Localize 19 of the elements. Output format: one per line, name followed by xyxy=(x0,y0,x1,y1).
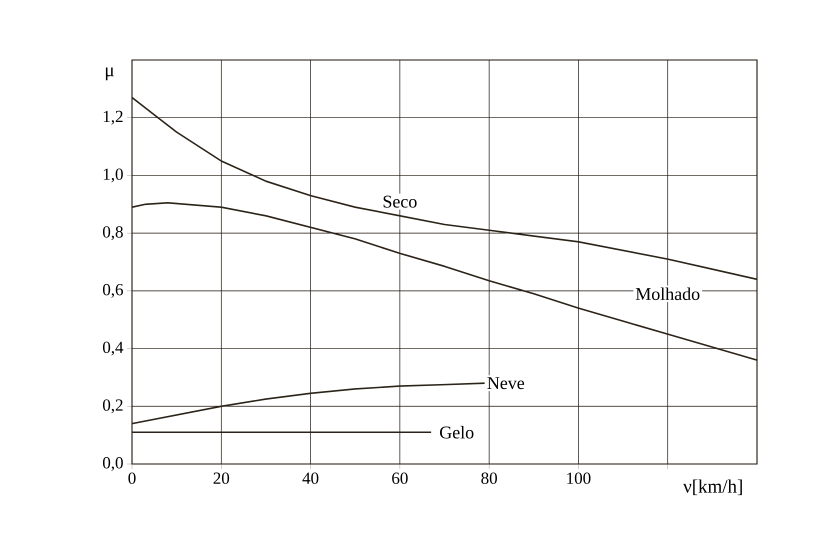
y-tick-label: 1,2 xyxy=(104,110,123,125)
x-tick-label: 20 xyxy=(214,472,230,484)
y-tick-label: 1,0 xyxy=(104,168,123,182)
series-label: Molhado xyxy=(636,287,700,300)
x-tick-label: 80 xyxy=(481,472,497,484)
x-tick-label: 60 xyxy=(392,472,408,484)
x-tick-label: 100 xyxy=(567,472,590,484)
y-tick-label: 0,4 xyxy=(102,342,124,356)
series-label: Seco xyxy=(384,196,417,208)
x-tick-label: 40 xyxy=(302,472,318,484)
series-label: Neve xyxy=(487,377,524,390)
x-tick-label: 0 xyxy=(128,472,136,484)
y-tick-label: 0,8 xyxy=(102,226,123,240)
y-tick-label: 0,0 xyxy=(102,457,123,471)
y-tick-label: 0,2 xyxy=(102,399,123,414)
y-tick-label: 0,6 xyxy=(102,284,123,298)
y-axis-title: μ xyxy=(106,68,114,80)
series-label: Gelo xyxy=(440,426,474,439)
x-axis-title: ν[km/h] xyxy=(683,479,742,496)
